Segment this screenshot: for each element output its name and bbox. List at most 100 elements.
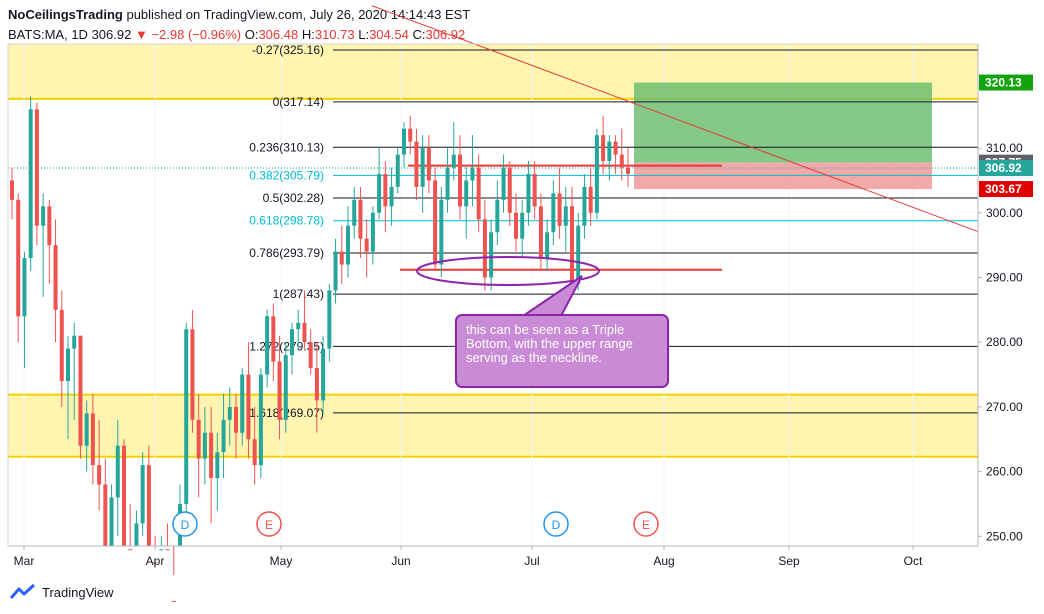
x-tick-label: Apr bbox=[146, 554, 165, 568]
candle-body bbox=[140, 465, 145, 524]
candle-body bbox=[196, 419, 201, 459]
candle-body bbox=[302, 322, 307, 343]
candle-body bbox=[84, 413, 89, 446]
candle-body bbox=[395, 154, 400, 187]
callout-text-line: serving as the neckline. bbox=[466, 350, 602, 365]
candle-body bbox=[271, 316, 276, 362]
dividend-marker-label: D bbox=[181, 518, 190, 532]
x-tick-label: Oct bbox=[904, 554, 923, 568]
x-tick-label: Jul bbox=[524, 554, 539, 568]
low-label: L: bbox=[358, 27, 370, 42]
candle-body bbox=[109, 497, 114, 546]
candle-body bbox=[90, 413, 95, 466]
earnings-marker-label: E bbox=[642, 518, 650, 532]
fib-label-5: 0.618(298.78) bbox=[249, 214, 324, 228]
footer: TradingView bbox=[10, 584, 114, 600]
candle-body bbox=[308, 342, 313, 369]
candle-body bbox=[128, 549, 133, 551]
candle-body bbox=[66, 348, 70, 382]
candle-body bbox=[339, 251, 344, 265]
candle-body bbox=[277, 361, 282, 420]
candle-body bbox=[433, 180, 438, 265]
candle-body bbox=[420, 148, 425, 187]
symbol-label[interactable]: BATS:MA, 1D bbox=[8, 27, 88, 42]
long-position-tool[interactable] bbox=[634, 82, 932, 190]
candle-body bbox=[364, 238, 369, 252]
candle-body bbox=[103, 484, 108, 546]
candle-body bbox=[221, 419, 226, 453]
fib-label-4: 0.5(302.28) bbox=[263, 191, 324, 205]
candle-body bbox=[358, 199, 363, 239]
candle-body bbox=[613, 141, 618, 155]
down-arrow-icon: ▼ bbox=[134, 27, 148, 42]
last-price: 306.92 bbox=[91, 27, 132, 42]
candle-body bbox=[563, 206, 568, 226]
x-tick-label: May bbox=[270, 554, 293, 568]
close-label: C: bbox=[412, 27, 426, 42]
candle-body bbox=[383, 173, 388, 207]
earnings-marker[interactable] bbox=[256, 511, 282, 537]
fib-label-0: -0.27(325.16) bbox=[252, 43, 324, 57]
tradingview-brand[interactable]: TradingView bbox=[42, 584, 114, 600]
y-tick-label: 270.00 bbox=[986, 400, 1023, 414]
earnings-marker[interactable] bbox=[633, 511, 659, 537]
candle-body bbox=[184, 329, 189, 504]
candle-body bbox=[215, 452, 220, 479]
candle-body bbox=[601, 135, 606, 162]
earnings-marker-label: E bbox=[265, 518, 273, 532]
triple-bottom-ellipse[interactable] bbox=[416, 256, 600, 286]
price-change: −2.98 (−0.96%) bbox=[151, 27, 242, 42]
candle-body bbox=[570, 206, 574, 284]
candle-body bbox=[47, 206, 52, 246]
candle-body bbox=[115, 445, 120, 498]
candle-body bbox=[146, 465, 151, 546]
x-tick-label: Sep bbox=[778, 554, 800, 568]
candle-body bbox=[265, 316, 270, 375]
candle-body bbox=[72, 335, 77, 349]
open-value: 306.48 bbox=[258, 27, 299, 42]
fib-label-8: 1.272(279.35) bbox=[249, 339, 324, 353]
dividend-marker[interactable] bbox=[172, 511, 198, 537]
candle-body bbox=[464, 180, 469, 207]
axes: 310.00 300.00 290.00 280.00 270.00 260.00 250.… bbox=[7, 43, 1033, 568]
candle-body bbox=[10, 180, 14, 200]
trendline[interactable] bbox=[371, 5, 979, 233]
candle-body bbox=[619, 154, 624, 168]
candle-body bbox=[22, 258, 27, 317]
candle-body bbox=[607, 141, 612, 162]
candle-body bbox=[290, 329, 294, 356]
candle-body bbox=[526, 173, 531, 213]
candle-body bbox=[501, 167, 506, 200]
candle-body bbox=[507, 167, 512, 213]
x-tick-label: Mar bbox=[14, 554, 35, 568]
author-name[interactable]: NoCeilingsTrading bbox=[8, 7, 123, 22]
candle-body bbox=[246, 374, 251, 440]
callout-box[interactable] bbox=[455, 314, 669, 388]
stop-loss-zone[interactable] bbox=[634, 162, 932, 190]
fib-label-6: 0.786(293.79) bbox=[249, 246, 324, 260]
callout-text-line: Bottom, with the upper range bbox=[466, 336, 633, 351]
fib-label-7: 1(287.43) bbox=[273, 287, 324, 301]
candle-body bbox=[594, 135, 599, 213]
fib-label-2: 0.236(310.13) bbox=[249, 140, 324, 154]
candle-body bbox=[476, 167, 481, 220]
candle-body bbox=[190, 329, 195, 420]
fib-label-3: 0.382(305.79) bbox=[249, 168, 324, 182]
close-value: 306.92 bbox=[425, 27, 466, 42]
dividend-marker[interactable] bbox=[543, 511, 569, 537]
candle-body bbox=[171, 600, 176, 602]
candle-body bbox=[314, 368, 319, 401]
profit-target-zone[interactable] bbox=[634, 82, 932, 163]
candle-body bbox=[520, 212, 525, 239]
candle-body bbox=[482, 219, 487, 278]
dividend-marker-label: D bbox=[552, 518, 561, 532]
candlestick-series bbox=[10, 96, 630, 602]
descending-trendline[interactable] bbox=[371, 5, 979, 233]
price-label: 303.67 bbox=[985, 182, 1022, 196]
candle-body bbox=[122, 445, 126, 546]
candle-body bbox=[495, 199, 500, 233]
candle-body bbox=[514, 212, 518, 239]
